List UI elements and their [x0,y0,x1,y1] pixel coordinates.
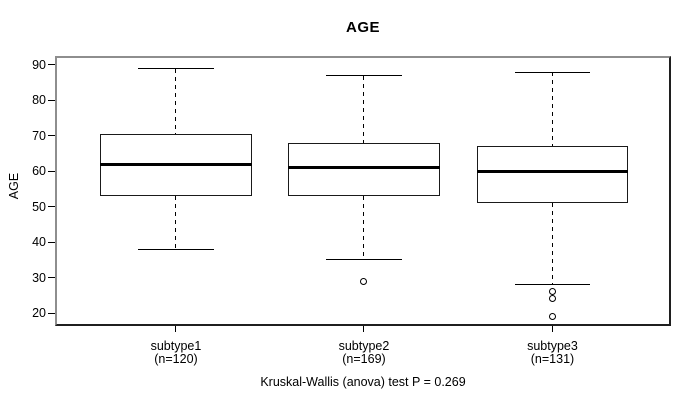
x-category-label: subtype1 [150,339,202,353]
y-tick-mark [48,99,55,101]
whisker-upper-line [363,75,365,143]
y-tick-label: 30 [32,270,46,285]
y-tick-mark [48,170,55,172]
outlier-point [548,288,556,296]
whisker-lower-cap [138,248,214,250]
chart-title: AGE [345,19,380,36]
box-median-line [100,162,252,166]
x-tick-mark [175,326,177,332]
x-category-label: subtype3 [527,339,578,353]
outlier-point [548,295,556,303]
whisker-upper-cap [326,75,402,77]
box-median-line [476,169,629,173]
y-tick-mark [48,312,55,314]
box-median-line [288,166,440,170]
y-tick-label: 20 [32,306,46,320]
y-tick-mark [48,241,55,243]
x-category-sublabel: (n=120) [154,352,198,366]
whisker-upper-cap [514,71,591,73]
box-body [288,142,440,197]
x-category-sublabel: (n=169) [342,352,386,366]
whisker-lower-cap [326,259,402,261]
y-tick-mark [48,206,55,208]
whisker-lower-cap [514,284,591,286]
x-tick-mark [551,326,553,332]
y-tick-label: 60 [32,164,46,179]
whisker-upper-line [175,68,177,135]
whisker-lower-line [175,196,177,250]
y-tick-label: 80 [32,93,46,108]
outlier-point [360,277,368,285]
outlier-point [548,313,556,321]
y-tick-label: 70 [32,128,46,143]
x-category-label: subtype2 [338,339,390,353]
y-tick-label: 40 [32,235,46,250]
x-category-sublabel: (n=131) [530,352,575,366]
y-tick-mark [48,277,55,279]
y-tick-label: 90 [32,57,46,72]
whisker-lower-line [363,196,365,260]
whisker-lower-line [551,203,553,285]
y-tick-label: 50 [32,199,46,214]
x-tick-mark [363,326,365,332]
y-tick-mark [48,135,55,137]
whisker-upper-line [551,72,553,147]
stats-caption: Kruskal-Wallis (anova) test P = 0.269 [260,375,466,389]
box-body [476,146,629,204]
whisker-upper-cap [138,68,214,70]
y-tick-mark [48,64,55,66]
